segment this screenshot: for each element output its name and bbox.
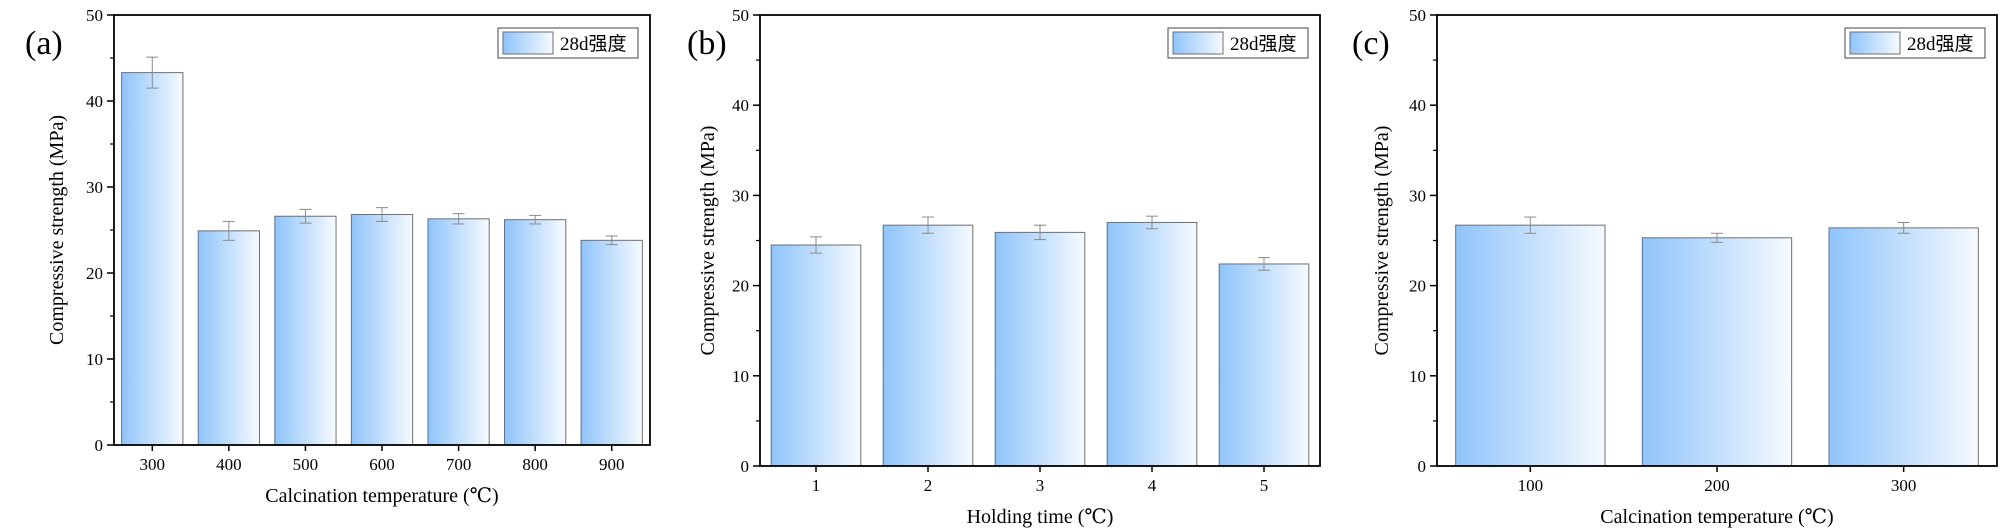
bar-5 — [1218, 263, 1310, 467]
error-bar-100 — [1524, 216, 1537, 234]
x-tick-label: 900 — [599, 455, 625, 474]
error-bar-3 — [1034, 224, 1046, 241]
error-bar-4 — [1146, 215, 1158, 230]
legend-label: 28d强度 — [560, 33, 627, 55]
x-tick-label: 4 — [1148, 476, 1157, 495]
bar-900 — [580, 239, 643, 446]
legend: 28d强度 — [1167, 27, 1309, 59]
x-tick-label: 400 — [216, 455, 242, 474]
y-tick-label: 30 — [86, 178, 103, 197]
x-tick-label: 300 — [140, 455, 166, 474]
bar-600 — [350, 214, 414, 446]
chart-panel-3: (c) 100 200 300 0 10 20 30 40 50 Calcination tempe… — [1352, 6, 1998, 528]
error-bar-800 — [529, 214, 542, 225]
y-tick-label: 30 — [732, 186, 749, 205]
x-tick-label: 600 — [369, 455, 395, 474]
x-tick-label: 700 — [446, 455, 472, 474]
legend-label: 28d强度 — [1230, 33, 1297, 55]
y-tick-label: 0 — [1418, 457, 1427, 476]
x-axis-label: Holding time (℃) — [967, 506, 1114, 528]
bar-300 — [1828, 227, 1979, 467]
y-tick-label: 40 — [86, 92, 103, 111]
legend-swatch — [1849, 31, 1901, 55]
panel-label: (c) — [1352, 25, 1390, 62]
x-tick-label: 1 — [812, 476, 821, 495]
bar-200 — [1641, 237, 1793, 467]
x-tick-label: 2 — [924, 476, 933, 495]
y-tick-label: 40 — [732, 96, 749, 115]
legend-swatch — [502, 31, 554, 55]
x-tick-label: 300 — [1891, 476, 1917, 495]
error-bar-1 — [810, 236, 822, 254]
bar-3 — [994, 231, 1086, 467]
bar-4 — [1106, 221, 1198, 467]
y-tick-label: 10 — [732, 367, 749, 386]
y-tick-label: 10 — [1409, 367, 1426, 386]
bar-800 — [504, 219, 567, 446]
y-tick-label: 20 — [732, 277, 749, 296]
x-tick-label: 800 — [522, 455, 548, 474]
legend-swatch — [1172, 31, 1224, 55]
y-tick-label: 20 — [86, 264, 103, 283]
error-bar-600 — [376, 207, 388, 222]
x-tick-label: 100 — [1518, 476, 1544, 495]
chart-panel-1: (a) 300 400 500 600 700 800 900 0 10 20 30 40 50 Calci… — [25, 6, 651, 507]
error-bar-400 — [222, 220, 235, 241]
bar-2 — [882, 224, 974, 467]
y-tick-label: 30 — [1409, 186, 1426, 205]
bar-400 — [197, 230, 260, 446]
panel-label: (b) — [687, 25, 727, 62]
x-tick-label: 3 — [1036, 476, 1045, 495]
y-axis-label: Compressive strength (MPa) — [1371, 126, 1393, 356]
bar-300 — [121, 72, 184, 446]
x-axis-label: Calcination temperature (℃) — [265, 485, 498, 507]
y-axis-label: Compressive strength (MPa) — [46, 115, 68, 345]
error-bar-200 — [1711, 232, 1723, 243]
legend: 28d强度 — [1844, 27, 1986, 59]
bar-500 — [274, 215, 337, 446]
x-tick-label: 5 — [1260, 476, 1269, 495]
bar-700 — [427, 218, 490, 446]
x-tick-label: 200 — [1704, 476, 1730, 495]
x-tick-label: 500 — [293, 455, 319, 474]
y-tick-label: 0 — [741, 457, 750, 476]
bar-1 — [770, 244, 862, 467]
x-axis-label: Calcination temperature (℃) — [1600, 506, 1833, 528]
y-tick-label: 20 — [1409, 277, 1426, 296]
error-bar-5 — [1258, 257, 1270, 271]
y-tick-label: 50 — [732, 6, 749, 25]
y-tick-label: 0 — [95, 436, 104, 455]
y-tick-label: 40 — [1409, 96, 1426, 115]
y-tick-label: 10 — [86, 350, 103, 369]
error-bar-300 — [1897, 221, 1910, 234]
error-bar-900 — [605, 235, 618, 246]
bar-100 — [1455, 224, 1606, 467]
panel-label: (a) — [25, 25, 63, 62]
error-bar-300 — [146, 56, 159, 89]
legend: 28d强度 — [497, 27, 639, 59]
error-bar-500 — [299, 208, 312, 224]
y-axis-label: Compressive strength (MPa) — [697, 126, 719, 356]
error-bar-2 — [922, 216, 934, 234]
legend-label: 28d强度 — [1907, 33, 1974, 55]
error-bar-700 — [452, 213, 465, 225]
y-tick-label: 50 — [86, 6, 103, 25]
y-tick-label: 50 — [1409, 6, 1426, 25]
